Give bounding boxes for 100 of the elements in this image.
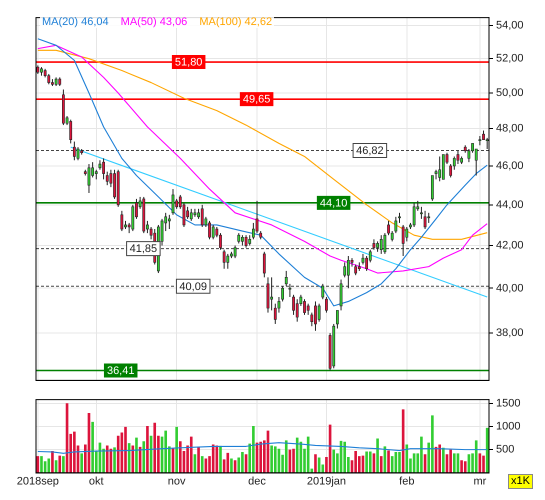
ref-line-label: 49,65 [242, 94, 270, 106]
candlestick [376, 240, 379, 252]
bar [300, 442, 302, 473]
text: MA(50) 43,06 [120, 16, 188, 28]
bar [241, 452, 244, 473]
bar [190, 436, 193, 473]
y-tick-label: 1500 [496, 397, 520, 410]
bar [468, 454, 470, 473]
bar [116, 436, 120, 473]
bar [58, 456, 62, 473]
bar [219, 446, 222, 473]
bar [456, 453, 460, 473]
bar [394, 452, 398, 473]
bar [197, 446, 200, 473]
bar [412, 453, 416, 473]
bar [306, 436, 310, 473]
bar [178, 441, 182, 473]
bar [256, 442, 258, 473]
bar [314, 454, 317, 473]
bar [270, 445, 273, 473]
bar [278, 448, 280, 473]
bar [36, 456, 40, 473]
y-tick-label: 48,00 [496, 122, 524, 135]
x-tick-label: dec [248, 475, 266, 488]
bar [259, 442, 262, 473]
bar [332, 450, 336, 473]
bar [372, 453, 376, 473]
bar [200, 456, 204, 473]
bar [365, 451, 368, 473]
bar [434, 446, 438, 473]
bar [274, 446, 277, 473]
x-tick-label: mr [473, 475, 487, 488]
bar [244, 454, 248, 473]
ref-line-label: 46,82 [356, 145, 384, 158]
bar [328, 424, 332, 473]
bar [340, 440, 342, 473]
bar [204, 458, 208, 473]
x-tick-label: okt [88, 475, 104, 488]
bar [80, 453, 83, 473]
x-tick-label: feb [399, 475, 414, 488]
x-tick-label: 2019jan [306, 475, 346, 488]
bar [431, 415, 434, 473]
x-tick-label: nov [168, 475, 186, 488]
bar [138, 446, 142, 473]
text: MA(100) 42,62 [199, 16, 272, 28]
bar [40, 456, 43, 473]
bar [91, 422, 94, 473]
y-tick-label: 38,00 [496, 327, 524, 340]
y-tick-label: 50,00 [496, 87, 524, 100]
bar [482, 456, 485, 473]
bar [266, 430, 270, 473]
y-tick-label: 500 [496, 444, 514, 456]
bar [128, 443, 130, 473]
bar [54, 460, 58, 473]
bar [343, 442, 346, 473]
bar [464, 461, 467, 473]
bar [47, 458, 50, 473]
bar [216, 445, 218, 473]
y-tick-label: 42,00 [496, 240, 524, 252]
bar [113, 447, 116, 473]
y-tick-label: 54,00 [496, 20, 524, 32]
bar [98, 442, 102, 473]
bar [460, 460, 463, 473]
bar [284, 440, 288, 473]
candlestick [372, 238, 376, 250]
bar [135, 438, 138, 473]
bar [474, 440, 478, 473]
bar [150, 436, 152, 473]
bar [73, 432, 76, 473]
y-tick-label: 44,00 [496, 198, 524, 211]
bar [153, 422, 156, 473]
bar [164, 430, 168, 473]
y-tick-label: 52,00 [496, 52, 524, 65]
bar [106, 445, 109, 473]
bar [362, 456, 364, 473]
bar [212, 444, 214, 473]
bar [478, 453, 482, 473]
bar [230, 458, 233, 473]
candlestick [266, 276, 270, 314]
bar [424, 454, 426, 473]
bar [288, 450, 292, 473]
bar [131, 445, 134, 473]
bar [486, 428, 488, 473]
bar [390, 456, 394, 473]
bar [452, 453, 456, 473]
bar [110, 448, 112, 473]
bar [449, 450, 452, 473]
bar [234, 460, 236, 473]
ref-line-label: 41,85 [130, 243, 158, 256]
x-tick-label: 2018sep [16, 475, 59, 488]
bar [387, 450, 390, 473]
y-tick-label: 40,00 [496, 282, 524, 294]
bar [172, 448, 174, 473]
bar [292, 448, 295, 473]
bar [252, 426, 255, 473]
candlestick [88, 164, 90, 194]
y-tick-label: 1000 [496, 420, 520, 432]
y-tick-label: 46,00 [496, 160, 524, 172]
bar [62, 456, 65, 473]
bar [66, 403, 68, 473]
